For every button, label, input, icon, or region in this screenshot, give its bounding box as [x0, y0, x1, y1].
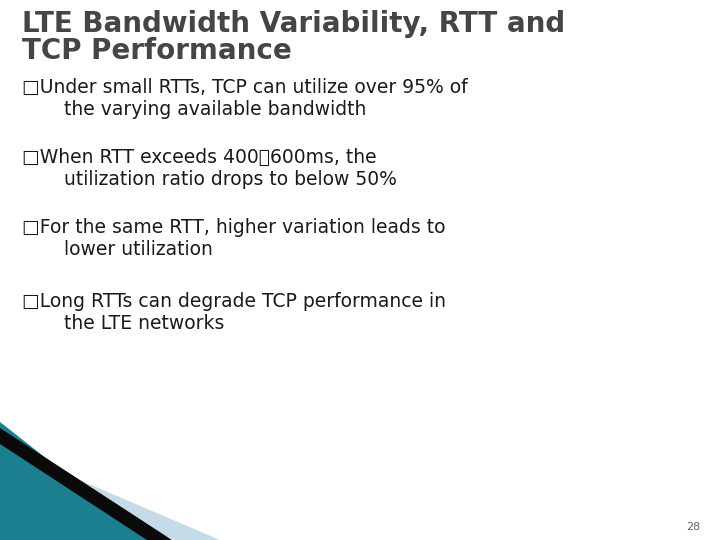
Polygon shape [0, 446, 220, 540]
Text: lower utilization: lower utilization [52, 240, 213, 259]
Text: utilization ratio drops to below 50%: utilization ratio drops to below 50% [52, 170, 397, 189]
Text: □For the same RTT, higher variation leads to: □For the same RTT, higher variation lead… [22, 218, 446, 237]
Polygon shape [0, 422, 150, 540]
Text: □Long RTTs can degrade TCP performance in: □Long RTTs can degrade TCP performance i… [22, 292, 446, 311]
Text: TCP Performance: TCP Performance [22, 37, 292, 65]
Text: the varying available bandwidth: the varying available bandwidth [52, 100, 366, 119]
Text: □When RTT exceeds 400～600ms, the: □When RTT exceeds 400～600ms, the [22, 148, 377, 167]
Text: 28: 28 [685, 522, 700, 532]
Text: the LTE networks: the LTE networks [52, 314, 225, 333]
Text: LTE Bandwidth Variability, RTT and: LTE Bandwidth Variability, RTT and [22, 10, 565, 38]
Polygon shape [0, 428, 172, 540]
Text: □Under small RTTs, TCP can utilize over 95% of: □Under small RTTs, TCP can utilize over … [22, 78, 467, 97]
